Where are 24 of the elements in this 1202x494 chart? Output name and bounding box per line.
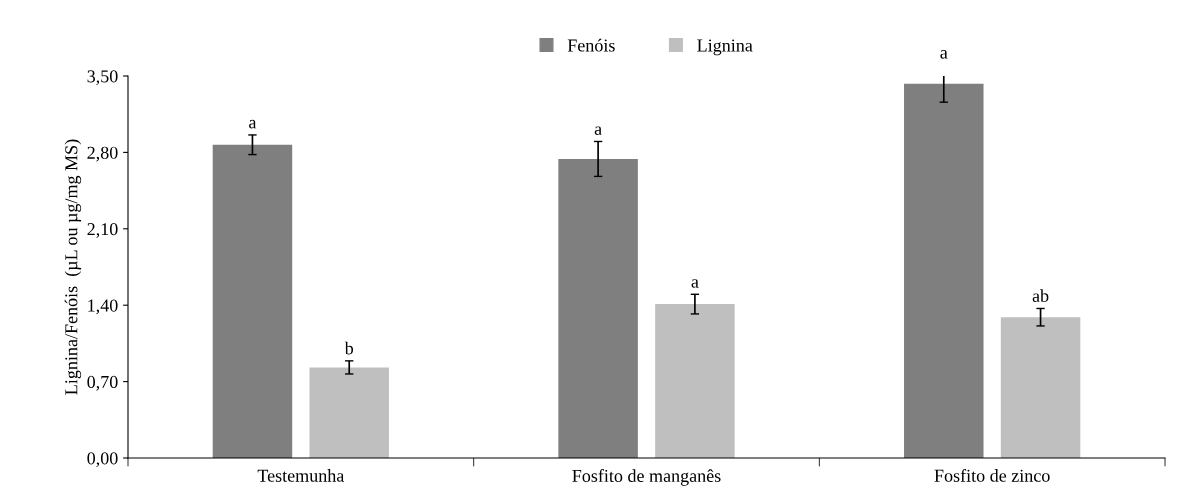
x-tick-label: Fosfito de zinco [934, 468, 1050, 482]
x-tick-label: Fosfito de manganês [572, 469, 721, 486]
y-tick-label: 3,50 [87, 70, 118, 86]
y-tick-label: 2,10 [87, 223, 118, 238]
y-tick-label: 0,00 [87, 452, 118, 468]
bar [309, 367, 389, 458]
x-tick-label: Testemunha [257, 469, 345, 482]
data-label: a [940, 49, 948, 59]
data-label: ab [1032, 289, 1049, 303]
bar [212, 144, 293, 458]
bar [558, 158, 638, 458]
y-tick-label: 1,40 [88, 299, 118, 315]
y-axis-title: Lignina/Fenóis (µL ou µg/mg MS) [64, 139, 82, 395]
bar [904, 83, 984, 458]
data-label: a [594, 126, 602, 136]
data-label: b [344, 341, 354, 355]
bar [1000, 317, 1081, 458]
bar [655, 304, 735, 458]
legend-label: Lignina [697, 39, 753, 56]
y-tick-label: 0,70 [87, 375, 118, 391]
data-label: a [691, 279, 699, 288]
legend-label: Fenóis [567, 38, 615, 52]
data-label: a [249, 119, 257, 129]
y-tick-label: 2,80 [87, 146, 118, 162]
